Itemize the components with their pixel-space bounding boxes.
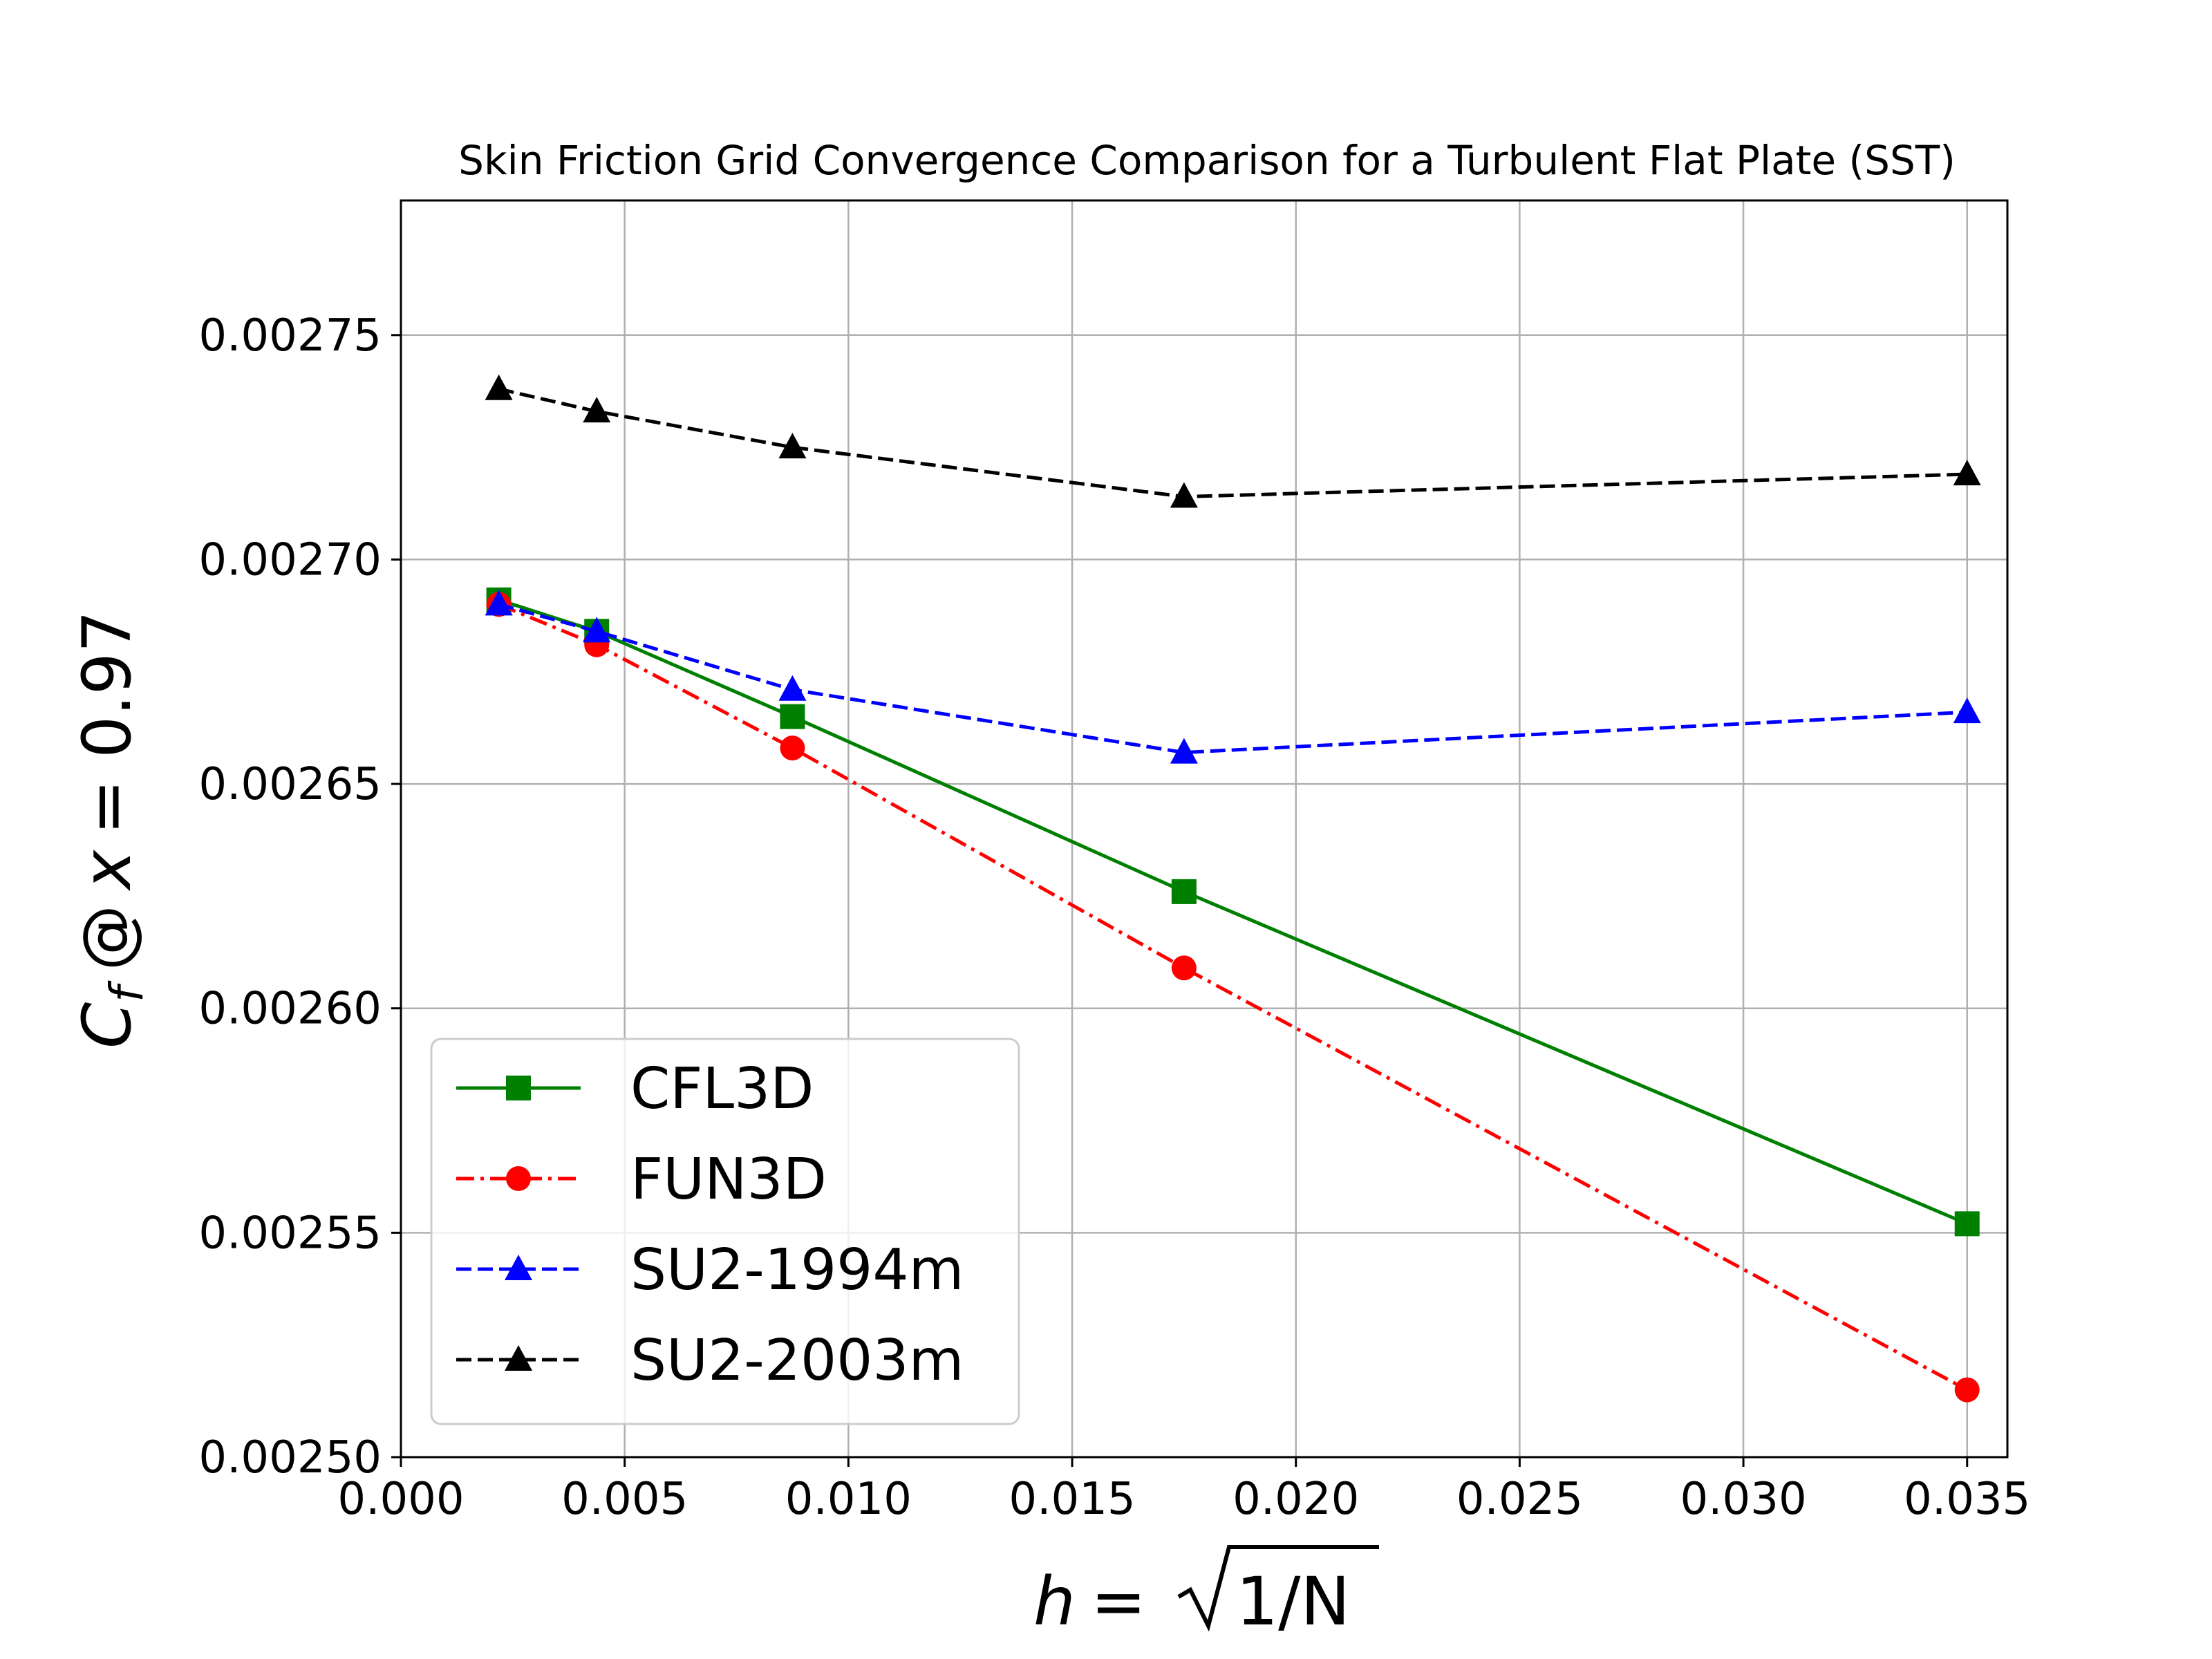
data-point	[778, 675, 807, 701]
y-tick-label: 0.00250	[198, 1432, 382, 1483]
legend-entry: SU2-1994m	[456, 1237, 964, 1303]
y-tick-label: 0.00265	[198, 759, 382, 810]
x-label-var: h	[1033, 1563, 1076, 1640]
y-tick-label: 0.00270	[198, 534, 382, 585]
data-point	[485, 374, 513, 400]
svg-text:Cf@x= 0.97: Cf@x= 0.97	[68, 610, 153, 1049]
legend-marker	[506, 1076, 531, 1100]
data-point	[583, 397, 611, 423]
x-tick-label: 0.005	[561, 1474, 688, 1525]
svg-text:h=: h =	[1033, 1563, 1146, 1640]
x-tick-label: 0.030	[1680, 1474, 1806, 1525]
series-su2-2003m	[485, 374, 1981, 508]
y-label-symbol: C	[68, 1002, 146, 1049]
data-point	[1170, 738, 1198, 764]
legend-label: SU2-2003m	[630, 1328, 964, 1394]
data-point	[1954, 1377, 1980, 1403]
data-point	[1953, 460, 1981, 486]
sqrt-sign	[1177, 1545, 1379, 1632]
x-tick-label: 0.000	[337, 1474, 464, 1525]
data-point	[1953, 697, 1981, 724]
x-tick-label: 0.020	[1232, 1474, 1359, 1525]
data-point	[1954, 1211, 1980, 1237]
y-tick-label: 0.00255	[198, 1208, 382, 1259]
series-layer	[485, 374, 1981, 1403]
y-label-rest: = 0.97	[68, 610, 146, 835]
data-point	[583, 617, 611, 643]
x-tick-label: 0.010	[785, 1474, 912, 1525]
series-line	[498, 603, 1968, 1391]
legend-entry: FUN3D	[456, 1147, 827, 1212]
series-line	[498, 387, 1967, 499]
y-tick-label: 0.00260	[198, 984, 382, 1035]
x-tick-label: 0.015	[1009, 1474, 1135, 1525]
legend-label: FUN3D	[630, 1147, 827, 1212]
data-point	[485, 590, 513, 616]
x-axis-label: h = 1/N	[1033, 1545, 1379, 1640]
data-point	[780, 704, 805, 729]
y-label-at: @	[68, 905, 146, 971]
y-label-var: x	[68, 850, 146, 892]
legend-entry: SU2-2003m	[456, 1328, 964, 1394]
plot-frame	[400, 199, 2009, 1459]
chart-title: Skin Friction Grid Convergence Compariso…	[458, 137, 1956, 184]
y-axis-label: Cf@x= 0.97	[68, 610, 153, 1049]
series-su2-1994m	[485, 590, 1981, 764]
y-axis: 0.00250 0.00255 0.00260 0.00265 0.00270 0.002…	[198, 310, 401, 1483]
x-label-eq: =	[1091, 1563, 1146, 1640]
legend-marker	[505, 1345, 532, 1371]
data-point	[1171, 955, 1197, 981]
legend-box	[430, 1038, 1020, 1425]
svg-text:1/N: 1/N	[1236, 1563, 1350, 1640]
x-axis: 0.000 0.005 0.010 0.015 0.020 0.025 0.030 0.035	[337, 1457, 2030, 1525]
legend-label: SU2-1994m	[630, 1237, 964, 1303]
legend-entry: CFL3D	[456, 1056, 814, 1122]
data-point	[1171, 879, 1197, 904]
legend-label: CFL3D	[630, 1056, 814, 1122]
grid	[400, 200, 2007, 1459]
data-point	[778, 433, 807, 459]
legend-marker	[505, 1255, 532, 1280]
y-tick-label: 0.00275	[198, 310, 382, 362]
data-point	[1170, 482, 1198, 508]
x-label-radicand: 1/N	[1236, 1563, 1350, 1640]
data-point	[780, 735, 805, 761]
legend-marker	[506, 1166, 531, 1191]
x-tick-label: 0.035	[1904, 1474, 2030, 1525]
legend: CFL3D FUN3D SU2-1994m SU2-2003m	[430, 1038, 1020, 1425]
x-tick-label: 0.025	[1456, 1474, 1583, 1525]
